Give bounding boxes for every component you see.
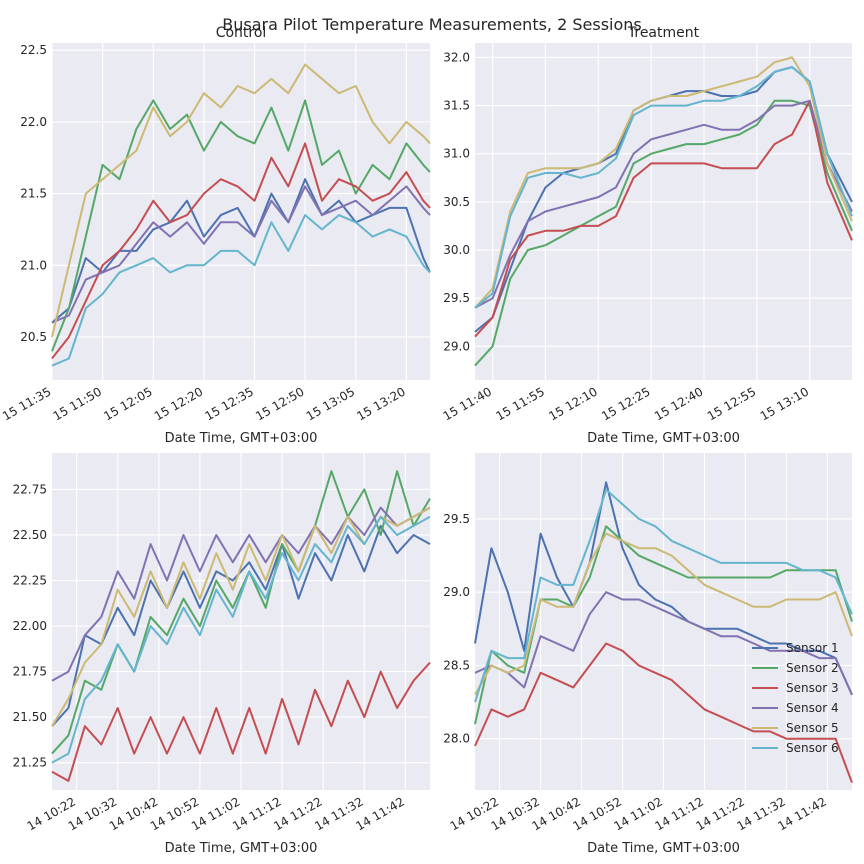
y-tick-label: 31.5 xyxy=(443,99,470,113)
x-tick-label: 15 11:35 xyxy=(0,384,53,423)
y-tick-label: 29.5 xyxy=(443,512,470,526)
x-tick-label: 15 13:10 xyxy=(758,384,811,423)
series-line-4 xyxy=(474,99,853,309)
y-tick-label: 28.5 xyxy=(443,658,470,672)
x-tick-label: 15 12:10 xyxy=(546,384,599,423)
y-tick-label: 22.75 xyxy=(13,482,47,496)
figure-title: Busara Pilot Temperature Measurements, 2… xyxy=(222,15,642,34)
series-line-2 xyxy=(474,99,853,367)
plot-area xyxy=(475,43,852,380)
series-line-3 xyxy=(474,99,853,338)
series-line-5 xyxy=(474,56,853,309)
series-line-5 xyxy=(474,532,853,696)
series-line-4 xyxy=(51,185,431,324)
series-line-4 xyxy=(51,506,431,682)
x-tick-label: 15 12:20 xyxy=(152,384,205,423)
x-tick-label: 15 12:35 xyxy=(203,384,256,423)
series-line-6 xyxy=(474,488,853,703)
y-tick-label: 30.5 xyxy=(443,195,470,209)
legend-label: Sensor 1 xyxy=(786,641,839,655)
legend-label: Sensor 6 xyxy=(786,741,839,755)
y-tick-label: 28.0 xyxy=(443,732,470,746)
y-tick-label: 29.0 xyxy=(443,339,470,353)
x-tick-label: 15 13:20 xyxy=(354,384,407,423)
y-tick-label: 21.75 xyxy=(13,665,47,679)
legend-label: Sensor 5 xyxy=(786,721,839,735)
x-tick-label: 15 11:50 xyxy=(51,384,104,423)
plot-area xyxy=(52,43,430,380)
y-tick-label: 20.5 xyxy=(20,330,47,344)
legend: Sensor 1 Sensor 2 Sensor 3 Sensor 4 Sensor 5… xyxy=(752,641,839,755)
panel-title: Treatment xyxy=(627,25,700,41)
y-tick-label: 31.0 xyxy=(443,147,470,161)
y-tick-label: 21.5 xyxy=(20,187,47,201)
series-line-3 xyxy=(51,142,431,360)
y-tick-label: 21.50 xyxy=(13,710,47,724)
x-axis-label: Date Time, GMT+03:00 xyxy=(587,841,740,856)
legend-label: Sensor 3 xyxy=(786,681,839,695)
y-tick-label: 22.0 xyxy=(20,115,47,129)
y-tick-label: 21.25 xyxy=(13,756,47,770)
y-tick-label: 29.5 xyxy=(443,291,470,305)
x-tick-label: 15 12:50 xyxy=(253,384,306,423)
x-tick-label: 15 13:05 xyxy=(304,384,357,423)
x-tick-label: 15 12:55 xyxy=(705,384,758,423)
y-tick-label: 32.0 xyxy=(443,50,470,64)
x-tick-label: 15 12:25 xyxy=(599,384,652,423)
series-line-1 xyxy=(474,481,853,696)
series-line-4 xyxy=(474,591,853,696)
series-line-6 xyxy=(474,66,853,309)
x-tick-label: 15 12:40 xyxy=(652,384,705,423)
x-tick-label: 15 11:40 xyxy=(441,384,494,423)
x-axis-label: Date Time, GMT+03:00 xyxy=(165,841,318,856)
x-axis-label: Date Time, GMT+03:00 xyxy=(165,431,318,446)
y-tick-label: 22.5 xyxy=(20,43,47,57)
y-tick-label: 30.0 xyxy=(443,243,470,257)
series-line-2 xyxy=(51,99,431,352)
series-line-6 xyxy=(51,515,431,764)
x-tick-label: 15 12:05 xyxy=(101,384,154,423)
x-axis-label: Date Time, GMT+03:00 xyxy=(587,431,740,446)
series-line-1 xyxy=(51,524,431,727)
series-line-3 xyxy=(474,642,853,784)
legend-label: Sensor 2 xyxy=(786,661,839,675)
legend-label: Sensor 4 xyxy=(786,701,839,715)
series-line-6 xyxy=(51,214,431,367)
y-tick-label: 22.50 xyxy=(13,528,47,542)
series-line-5 xyxy=(51,63,431,338)
y-tick-label: 22.00 xyxy=(13,619,47,633)
x-tick-label: 15 11:55 xyxy=(493,384,546,423)
y-tick-label: 21.0 xyxy=(20,258,47,272)
panel-2: 29.029.530.030.531.031.532.015 11:40 15 1… xyxy=(441,25,853,446)
y-tick-label: 22.25 xyxy=(13,574,47,588)
series-line-3 xyxy=(51,661,431,782)
panel-title: Control xyxy=(216,25,267,41)
y-tick-label: 29.0 xyxy=(443,585,470,599)
